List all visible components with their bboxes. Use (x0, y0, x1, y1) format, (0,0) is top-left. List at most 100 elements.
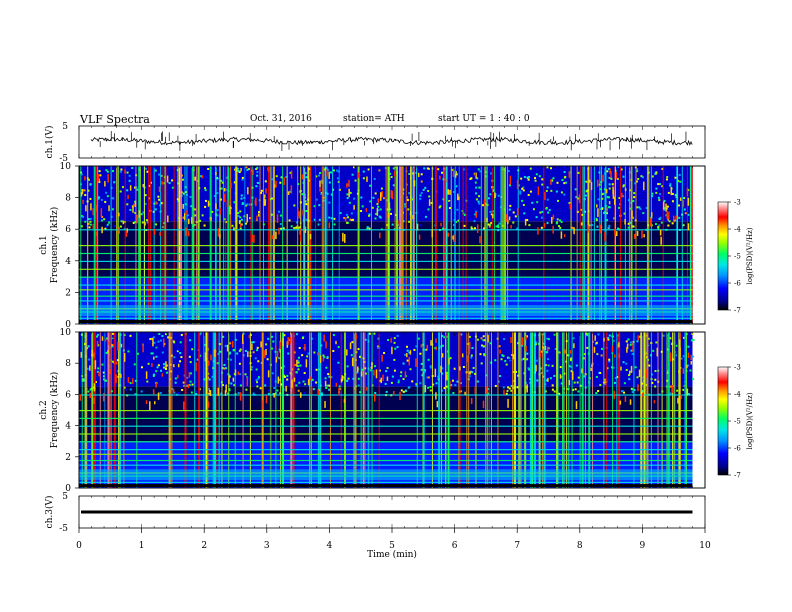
spec-hot (430, 340, 432, 346)
spec-line (79, 459, 693, 462)
spec-speckle (438, 206, 441, 209)
ch3-ytick-top: 5 (62, 492, 68, 502)
spec-speckle (315, 175, 318, 178)
spec-speckle (608, 358, 611, 361)
spec-hot (390, 337, 392, 343)
spec-hot (94, 360, 97, 370)
spec-hot (157, 392, 160, 400)
spec-hot (328, 171, 330, 180)
spec-hot (686, 364, 688, 369)
spec-speckle (273, 386, 276, 389)
spec-speckle (560, 342, 563, 345)
spec-speckle (227, 392, 230, 395)
spec-speckle (126, 211, 129, 214)
spec-speckle (512, 221, 515, 224)
spec-hot (307, 378, 310, 385)
spec-speckle (318, 204, 321, 207)
spec-speckle (279, 350, 282, 353)
spec-hot (454, 173, 457, 178)
spec-hot (142, 343, 144, 353)
spec-hot (162, 338, 165, 348)
spec-speckle (426, 376, 429, 379)
spec-hot (641, 230, 643, 239)
spec-speckle (606, 170, 609, 173)
spec-speckle (423, 370, 426, 373)
spec-speckle (333, 217, 336, 220)
spec-speckle (489, 193, 492, 196)
spec-speckle (631, 388, 634, 391)
spec-speckle (233, 191, 236, 194)
spec-hot (188, 218, 190, 225)
spec-speckle (220, 187, 223, 190)
spec-speckle (661, 194, 664, 197)
spec-speckle (353, 197, 356, 200)
x-tick-label: 0 (76, 541, 82, 551)
spec-speckle (612, 366, 615, 369)
spec-speckle (534, 177, 537, 180)
spec-speckle (241, 202, 244, 205)
spec-speckle (608, 206, 611, 209)
spec-speckle (406, 349, 409, 352)
spec-speckle (689, 369, 692, 372)
spec-speckle (288, 338, 291, 341)
spec-speckle (165, 367, 168, 370)
spec-speckle (272, 393, 275, 396)
spec-speckle (329, 171, 332, 174)
spec-speckle (323, 356, 326, 359)
spec-speckle (369, 200, 372, 203)
spec-speckle (571, 226, 574, 229)
spec-speckle (411, 380, 414, 383)
spec-speckle (368, 170, 371, 173)
spec-hot (296, 359, 298, 367)
spec-hot (95, 232, 98, 236)
spec-speckle (317, 174, 320, 177)
spec-hot (279, 341, 281, 350)
spec-speckle (319, 222, 322, 225)
spec-speckle (566, 354, 569, 357)
spec-speckle (157, 340, 160, 343)
spec-hot (278, 227, 280, 235)
spec-speckle (311, 378, 314, 381)
spec-speckle (595, 341, 598, 344)
spec-speckle (470, 226, 473, 229)
spec-hot (275, 345, 277, 351)
spec-speckle (450, 369, 453, 372)
spec-speckle (186, 376, 189, 379)
spec-speckle (460, 333, 463, 336)
spec-speckle (328, 388, 331, 391)
spec-speckle (317, 223, 320, 226)
spec-speckle (328, 216, 331, 219)
spec-hot (613, 390, 615, 400)
x-tick-label: 8 (577, 541, 583, 551)
spec-speckle (443, 387, 446, 390)
spec-hot (183, 401, 185, 410)
spec-hot (241, 334, 244, 343)
spec-speckle (141, 213, 144, 216)
spec-speckle (174, 381, 177, 384)
spec-speckle (267, 337, 270, 340)
spec-hot (166, 175, 169, 183)
spec-speckle (376, 203, 379, 206)
spec-hot (117, 341, 119, 351)
spec-speckle (443, 167, 446, 170)
spec-speckle (133, 186, 136, 189)
spec-speckle (522, 189, 525, 192)
spec-hot (687, 223, 690, 231)
spec-hot (346, 349, 348, 356)
spec-speckle (135, 182, 138, 185)
spec-hot (458, 196, 460, 200)
spec-speckle (257, 376, 260, 379)
spec-speckle (346, 193, 349, 196)
spec-speckle (295, 384, 298, 387)
spec-speckle (683, 197, 686, 200)
spec-speckle (270, 213, 273, 216)
spec-speckle (247, 378, 250, 381)
spec-speckle (434, 347, 437, 350)
spec-speckle (507, 170, 510, 173)
spec-speckle (236, 352, 239, 355)
spec-speckle (377, 346, 380, 349)
spec-hot (210, 354, 212, 361)
spec-hot (144, 222, 146, 226)
spec-speckle (242, 354, 245, 357)
spec-speckle (627, 338, 630, 341)
